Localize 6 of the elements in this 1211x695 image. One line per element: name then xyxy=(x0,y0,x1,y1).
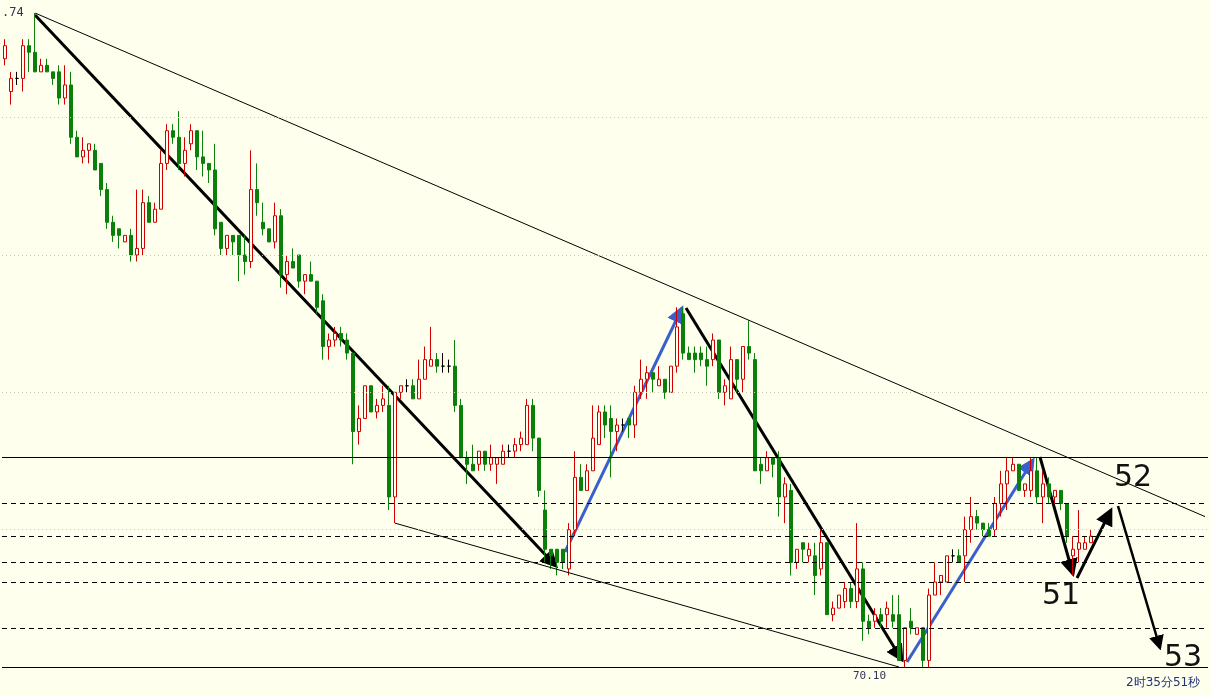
annotation: 52 xyxy=(1114,457,1153,493)
annotation: 51 xyxy=(1042,575,1081,611)
annotation: 53 xyxy=(1164,637,1203,673)
text: 70.10 xyxy=(853,669,887,682)
annotation: .74 xyxy=(2,5,24,19)
text: 2时35分51秒 xyxy=(1126,675,1201,689)
